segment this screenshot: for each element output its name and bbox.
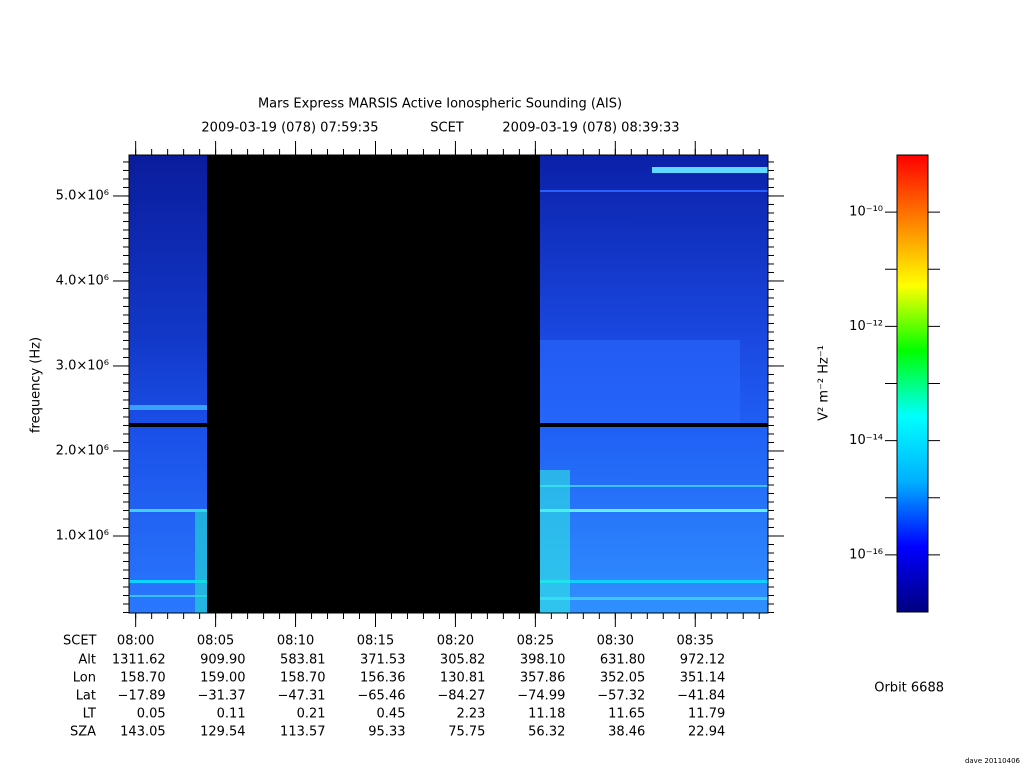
x-tick-label: 08:25 bbox=[517, 634, 554, 649]
spectrogram-band bbox=[540, 190, 768, 192]
x-tick-label: 08:30 bbox=[597, 634, 634, 649]
y-axis-label: frequency (Hz) bbox=[29, 337, 44, 433]
ephemeris-value: −65.46 bbox=[357, 689, 405, 704]
ephemeris-value: 130.81 bbox=[440, 671, 486, 686]
ephemeris-value: 352.05 bbox=[600, 671, 646, 686]
ephemeris-value: 38.46 bbox=[608, 725, 645, 740]
ephemeris-value: 95.33 bbox=[368, 725, 405, 740]
x-tick-label: 08:00 bbox=[117, 634, 154, 649]
ephemeris-value: −84.27 bbox=[437, 689, 485, 704]
ephemeris-value: 0.05 bbox=[137, 707, 166, 722]
time-start: 2009-03-19 (078) 07:59:35 bbox=[201, 121, 378, 136]
x-tick-label: 08:20 bbox=[437, 634, 474, 649]
spectrogram-band bbox=[540, 580, 768, 583]
ephemeris-value: −47.31 bbox=[277, 689, 325, 704]
ephemeris-value: 11.79 bbox=[688, 707, 725, 722]
colorbar-label: V² m⁻² Hz⁻¹ bbox=[817, 345, 832, 421]
ephemeris-value: 75.75 bbox=[448, 725, 485, 740]
ephemeris-value: 2.23 bbox=[456, 707, 485, 722]
ephemeris-value: −74.99 bbox=[517, 689, 565, 704]
plot-frame bbox=[128, 154, 769, 614]
ephemeris-value: −17.89 bbox=[118, 689, 166, 704]
spectrogram-band bbox=[129, 509, 207, 512]
ephemeris-label: Lon bbox=[73, 671, 96, 686]
colorbar bbox=[896, 154, 929, 613]
y-tick-label: 2.0×10⁶ bbox=[56, 443, 109, 458]
ephemeris-value: 158.70 bbox=[280, 671, 326, 686]
ephemeris-value: 0.21 bbox=[297, 707, 326, 722]
credit: dave 20110406 bbox=[965, 757, 1021, 765]
ephemeris-value: 583.81 bbox=[280, 653, 326, 668]
x-tick-label: 08:05 bbox=[197, 634, 234, 649]
ephemeris-value: 129.54 bbox=[200, 725, 246, 740]
spectrogram-band bbox=[540, 340, 740, 425]
spectrogram-burst bbox=[540, 470, 570, 613]
ephemeris-value: 0.45 bbox=[377, 707, 406, 722]
spectrogram-band bbox=[129, 580, 207, 583]
ephemeris-value: 371.53 bbox=[360, 653, 406, 668]
ephemeris-value: 357.86 bbox=[520, 671, 566, 686]
ephemeris-value: 972.12 bbox=[680, 653, 726, 668]
ephemeris-value: 156.36 bbox=[360, 671, 406, 686]
orbit: Orbit 6688 bbox=[874, 681, 944, 696]
ephemeris-label: LT bbox=[83, 707, 96, 722]
ephemeris-value: −31.37 bbox=[197, 689, 245, 704]
time-label: SCET bbox=[430, 121, 464, 136]
time-end: 2009-03-19 (078) 08:39:33 bbox=[502, 121, 679, 136]
spectrogram-band bbox=[652, 167, 768, 173]
ephemeris-label: Lat bbox=[76, 689, 96, 704]
ephemeris-label: SZA bbox=[70, 725, 96, 740]
ephemeris-value: 113.57 bbox=[280, 725, 326, 740]
colorbar-tick-label: 10⁻¹⁴ bbox=[849, 433, 883, 448]
colorbar-tick-label: 10⁻¹² bbox=[849, 319, 883, 334]
ephemeris-value: 398.10 bbox=[520, 653, 566, 668]
ephemeris-value: 158.70 bbox=[120, 671, 166, 686]
spectrogram-band bbox=[129, 595, 207, 597]
spectrogram-block bbox=[129, 155, 207, 613]
ephemeris-value: 909.90 bbox=[200, 653, 246, 668]
ephemeris-label: Alt bbox=[78, 653, 96, 668]
ephemeris-value: 159.00 bbox=[200, 671, 246, 686]
colorbar-tick-label: 10⁻¹⁶ bbox=[849, 547, 883, 562]
spectrogram-band bbox=[129, 405, 207, 410]
ephemeris-value: 631.80 bbox=[600, 653, 646, 668]
x-tick-label: 08:10 bbox=[277, 634, 314, 649]
ephemeris-value: 22.94 bbox=[688, 725, 725, 740]
spectrogram-burst bbox=[195, 510, 207, 613]
ephemeris-value: 56.32 bbox=[528, 725, 565, 740]
ephemeris-value: 351.14 bbox=[680, 671, 726, 686]
ephemeris-label: SCET bbox=[63, 634, 97, 649]
y-tick-label: 1.0×10⁶ bbox=[56, 528, 109, 543]
spectrogram-band bbox=[129, 423, 207, 427]
ephemeris-value: 11.18 bbox=[528, 707, 565, 722]
ephemeris-value: −41.84 bbox=[677, 689, 725, 704]
x-tick-label: 08:35 bbox=[677, 634, 714, 649]
y-tick-label: 5.0×10⁶ bbox=[56, 188, 109, 203]
spectrogram-band bbox=[540, 423, 768, 427]
ephemeris-value: 143.05 bbox=[120, 725, 166, 740]
ephemeris-value: 11.65 bbox=[608, 707, 645, 722]
spectrogram-band bbox=[540, 509, 768, 512]
y-tick-label: 3.0×10⁶ bbox=[56, 358, 109, 373]
ephemeris-value: 1311.62 bbox=[112, 653, 166, 668]
chart-title: Mars Express MARSIS Active Ionospheric S… bbox=[258, 97, 622, 112]
ephemeris-value: −57.32 bbox=[597, 689, 645, 704]
spectrogram bbox=[129, 155, 768, 613]
ephemeris-value: 0.11 bbox=[217, 707, 246, 722]
ephemeris-value: 305.82 bbox=[440, 653, 486, 668]
colorbar-tick-label: 10⁻¹⁰ bbox=[849, 205, 883, 220]
y-tick-label: 4.0×10⁶ bbox=[56, 273, 109, 288]
x-tick-label: 08:15 bbox=[357, 634, 394, 649]
spectrogram-band bbox=[540, 597, 768, 600]
spectrogram-band bbox=[540, 485, 768, 487]
